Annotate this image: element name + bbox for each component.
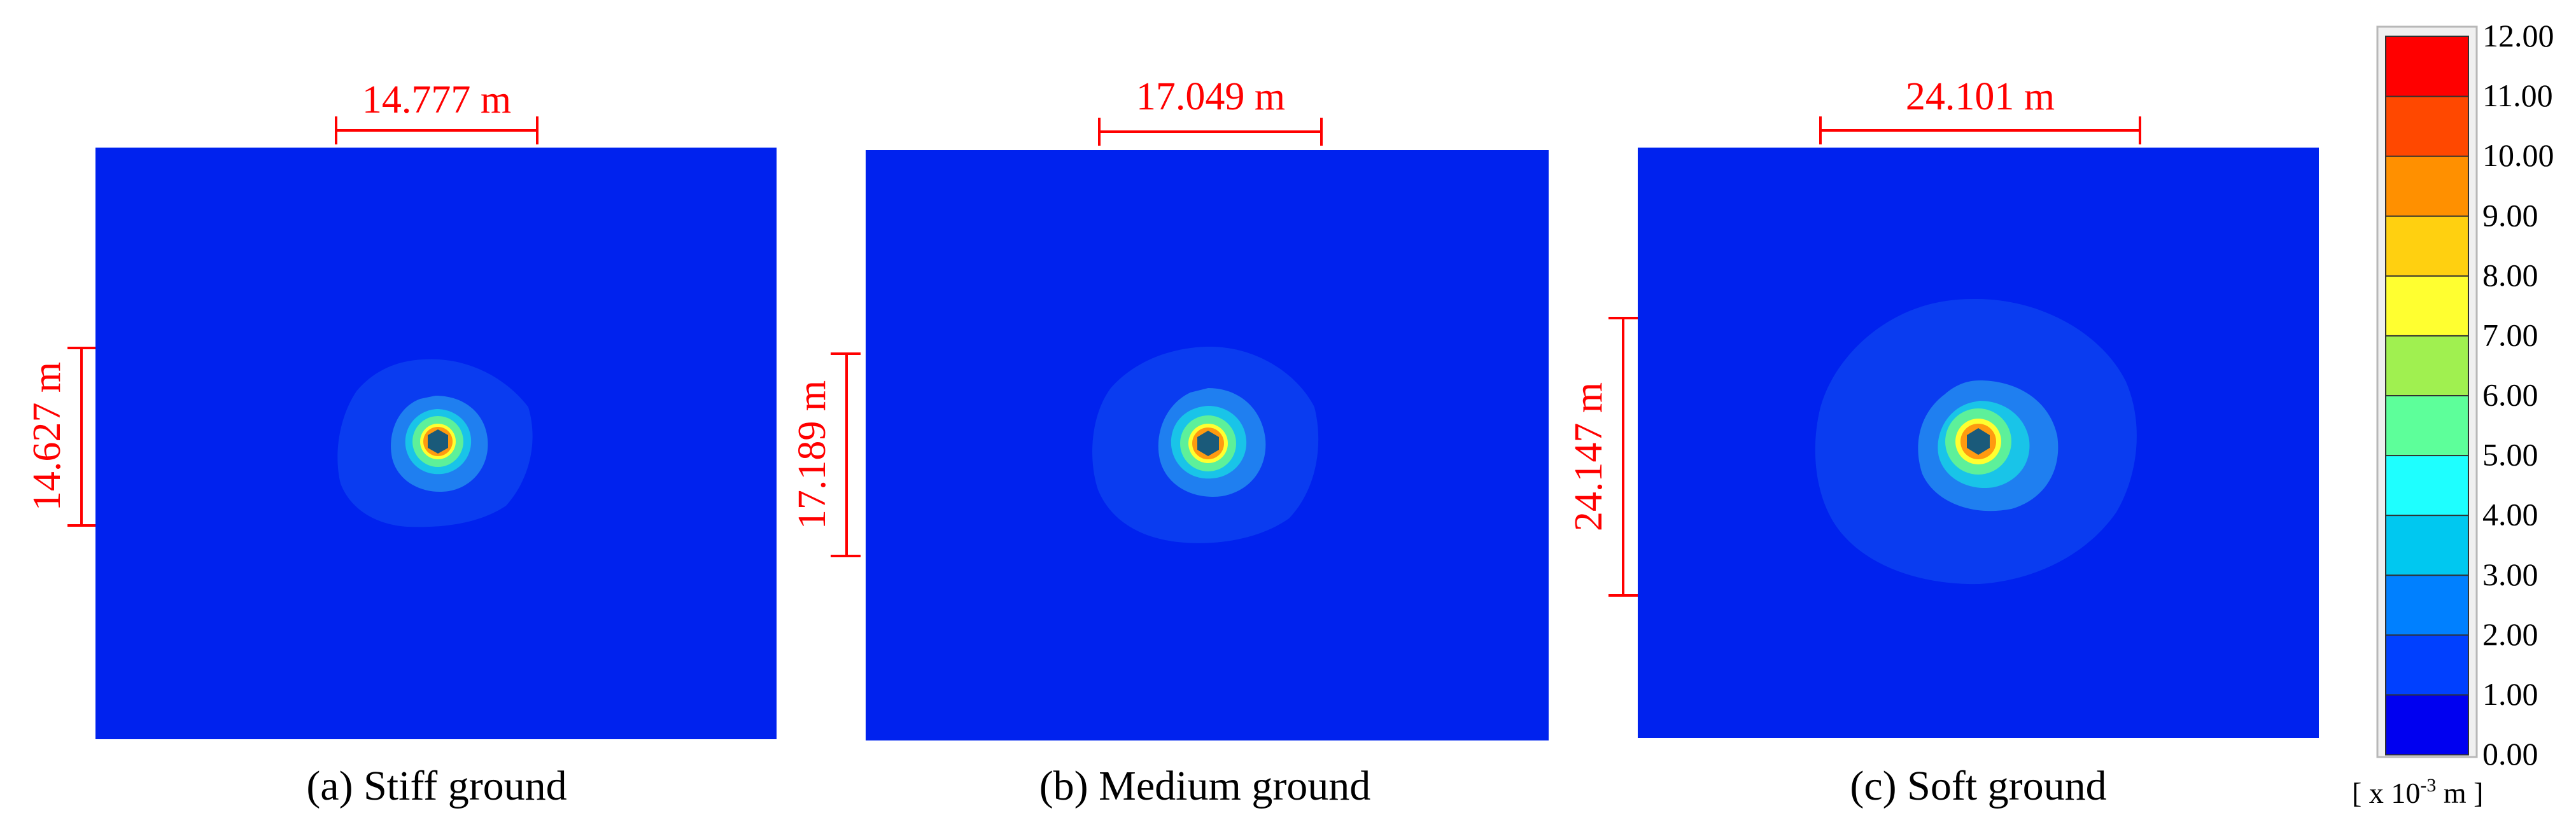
panel-a-cavity [428,429,448,454]
legend-band [2385,574,2469,636]
panel-b: 17.049 m 17.189 m (b) Medium ground [791,75,1549,809]
legend-band [2385,693,2469,756]
legend-band [2385,95,2469,157]
legend-band [2385,215,2469,277]
panel-c-cavity [1967,428,1990,455]
legend-color-bands [2385,36,2469,756]
legend-band [2385,275,2469,337]
panel-c-width-label: 24.101 m [1906,75,2055,118]
legend-tick-label: 6.00 [2482,377,2538,413]
legend-band [2385,36,2469,97]
legend-band [2385,634,2469,696]
legend-band [2385,335,2469,396]
legend-tick-label: 7.00 [2482,317,2538,352]
panel-c-height-label: 24.147 m [1567,382,1610,531]
legend-tick-label: 2.00 [2482,616,2538,652]
legend-tick-label: 11.00 [2482,78,2553,113]
legend-tick-label: 1.00 [2482,676,2538,712]
panel-b-height-label: 17.189 m [791,380,834,529]
legend-tick-label: 4.00 [2482,497,2538,532]
panel-a-width-label: 14.777 m [362,78,511,122]
panel-b-width-label: 17.049 m [1136,75,1285,118]
legend-tick-label: 12.00 [2482,18,2554,53]
legend-tick-label: 8.00 [2482,257,2538,293]
legend-tick-labels: 12.00 11.00 10.00 9.00 8.00 7.00 6.00 5.00 4.00 3… [2482,18,2554,772]
panel-c-caption: (c) Soft ground [1850,763,2106,809]
legend-band [2385,454,2469,517]
legend-band [2385,155,2469,217]
legend-band [2385,514,2469,576]
color-legend: 12.00 11.00 10.00 9.00 8.00 7.00 6.00 5.00 4.00 3… [2352,18,2554,809]
legend-band [2385,394,2469,457]
panel-b-caption: (b) Medium ground [1039,763,1371,809]
legend-tick-label: 0.00 [2482,736,2538,772]
legend-tick-label: 10.00 [2482,137,2554,173]
panel-a-caption: (a) Stiff ground [306,763,567,809]
legend-tick-label: 5.00 [2482,437,2538,473]
legend-tick-label: 9.00 [2482,197,2538,233]
panel-b-cavity [1197,431,1219,456]
legend-unit-label: [ x 10-3 m ] [2352,775,2483,809]
panel-c: 24.101 m 24.147 m (c) Soft ground [1567,75,2319,809]
panel-a-height-label: 14.627 m [25,362,69,511]
legend-tick-label: 3.00 [2482,557,2538,592]
panel-a: 14.777 m 14.627 m (a) Stiff ground [25,78,777,809]
